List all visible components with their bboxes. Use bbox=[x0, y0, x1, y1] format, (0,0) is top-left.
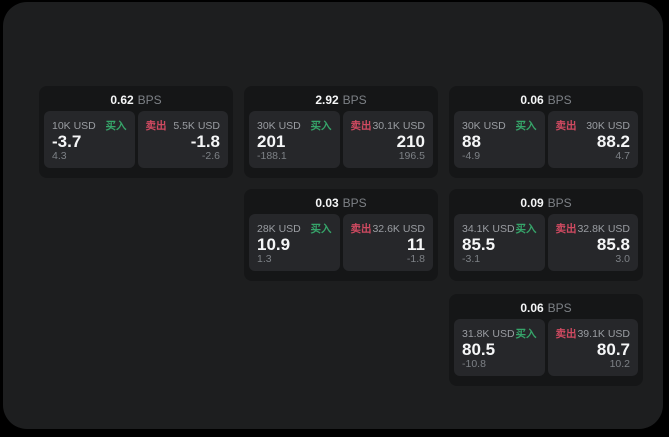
sell-price: 80.7 bbox=[596, 340, 630, 359]
buy-price: 80.5 bbox=[462, 340, 496, 359]
bps-header: 0.03 BPS bbox=[244, 189, 438, 214]
sell-panel[interactable]: 卖出 32.8K USD 85.8 3.0 bbox=[547, 214, 638, 271]
sell-sub-value: -1.8 bbox=[406, 253, 425, 265]
sell-amount: 30K USD bbox=[586, 119, 630, 132]
sell-price: 88.2 bbox=[596, 132, 630, 151]
bps-header: 2.92 BPS bbox=[244, 86, 438, 111]
sell-label[interactable]: 卖出 bbox=[145, 120, 167, 132]
sell-amount: 39.1K USD bbox=[577, 327, 630, 340]
buy-panel[interactable]: 31.8K USD 买入 80.5 -10.8 bbox=[454, 319, 545, 376]
sell-label[interactable]: 卖出 bbox=[555, 328, 577, 340]
bps-value: 0.03 bbox=[315, 196, 339, 210]
buy-label[interactable]: 买入 bbox=[515, 223, 537, 235]
sell-label[interactable]: 卖出 bbox=[350, 120, 372, 132]
sell-label[interactable]: 卖出 bbox=[350, 223, 372, 235]
buy-amount: 30K USD bbox=[257, 119, 301, 132]
buy-panel[interactable]: 30K USD 买入 88 -4.9 bbox=[454, 111, 545, 168]
buy-price: 201 bbox=[257, 132, 286, 151]
bps-unit-label: BPS bbox=[547, 301, 572, 315]
buy-panel[interactable]: 10K USD 买入 -3.7 4.3 bbox=[44, 111, 135, 168]
sell-label[interactable]: 卖出 bbox=[555, 120, 577, 132]
bps-value: 0.06 bbox=[520, 93, 544, 107]
buy-sub-value: -4.9 bbox=[462, 150, 481, 162]
bps-value: 0.62 bbox=[110, 93, 134, 107]
sell-label[interactable]: 卖出 bbox=[555, 223, 577, 235]
buy-amount: 34.1K USD bbox=[462, 222, 515, 235]
sell-panel[interactable]: 卖出 39.1K USD 80.7 10.2 bbox=[547, 319, 638, 376]
sell-price: 210 bbox=[396, 132, 425, 151]
sell-amount: 5.5K USD bbox=[173, 119, 220, 132]
sell-amount: 30.1K USD bbox=[372, 119, 425, 132]
buy-label[interactable]: 买入 bbox=[515, 328, 537, 340]
sell-price: 11 bbox=[407, 235, 425, 254]
sell-panel[interactable]: 卖出 30.1K USD 210 196.5 bbox=[342, 111, 433, 168]
bps-unit-label: BPS bbox=[342, 93, 367, 107]
buy-price: 88 bbox=[462, 132, 481, 151]
buy-amount: 30K USD bbox=[462, 119, 506, 132]
sell-sub-value: 4.7 bbox=[615, 150, 630, 162]
quote-card: 0.03 BPS 28K USD 买入 10.9 1.3 卖出 32.6K US… bbox=[244, 189, 438, 281]
sell-sub-value: -2.6 bbox=[201, 150, 220, 162]
buy-panel[interactable]: 30K USD 买入 201 -188.1 bbox=[249, 111, 340, 168]
sell-amount: 32.8K USD bbox=[577, 222, 630, 235]
bps-header: 0.06 BPS bbox=[449, 86, 643, 111]
buy-sub-value: 1.3 bbox=[257, 253, 272, 265]
sell-panel[interactable]: 卖出 30K USD 88.2 4.7 bbox=[547, 111, 638, 168]
bps-unit-label: BPS bbox=[547, 93, 572, 107]
bps-value: 2.92 bbox=[315, 93, 339, 107]
quote-card: 0.06 BPS 31.8K USD 买入 80.5 -10.8 卖出 39.1… bbox=[449, 294, 643, 386]
quote-card: 2.92 BPS 30K USD 买入 201 -188.1 卖出 30.1K … bbox=[244, 86, 438, 178]
buy-amount: 10K USD bbox=[52, 119, 96, 132]
bps-header: 0.06 BPS bbox=[449, 294, 643, 319]
quote-card: 0.62 BPS 10K USD 买入 -3.7 4.3 卖出 5.5K USD… bbox=[39, 86, 233, 178]
sell-price: -1.8 bbox=[190, 132, 220, 151]
buy-amount: 28K USD bbox=[257, 222, 301, 235]
buy-panel[interactable]: 34.1K USD 买入 85.5 -3.1 bbox=[454, 214, 545, 271]
buy-price: 85.5 bbox=[462, 235, 496, 254]
buy-amount: 31.8K USD bbox=[462, 327, 515, 340]
buy-label[interactable]: 买入 bbox=[515, 120, 537, 132]
buy-price: 10.9 bbox=[257, 235, 291, 254]
quote-card: 0.09 BPS 34.1K USD 买入 85.5 -3.1 卖出 32.8K… bbox=[449, 189, 643, 281]
sell-sub-value: 3.0 bbox=[615, 253, 630, 265]
buy-sub-value: -10.8 bbox=[462, 358, 486, 370]
sell-sub-value: 196.5 bbox=[398, 150, 425, 162]
quote-card: 0.06 BPS 30K USD 买入 88 -4.9 卖出 30K USD 8… bbox=[449, 86, 643, 178]
sell-panel[interactable]: 卖出 32.6K USD 11 -1.8 bbox=[342, 214, 433, 271]
buy-sub-value: -3.1 bbox=[462, 253, 481, 265]
buy-label[interactable]: 买入 bbox=[105, 120, 127, 132]
bps-unit-label: BPS bbox=[547, 196, 572, 210]
buy-label[interactable]: 买入 bbox=[310, 120, 332, 132]
buy-label[interactable]: 买入 bbox=[310, 223, 332, 235]
bps-value: 0.09 bbox=[520, 196, 544, 210]
bps-value: 0.06 bbox=[520, 301, 544, 315]
bps-unit-label: BPS bbox=[342, 196, 367, 210]
sell-price: 85.8 bbox=[596, 235, 630, 254]
buy-sub-value: 4.3 bbox=[52, 150, 67, 162]
buy-sub-value: -188.1 bbox=[257, 150, 287, 162]
bps-unit-label: BPS bbox=[137, 93, 162, 107]
sell-panel[interactable]: 卖出 5.5K USD -1.8 -2.6 bbox=[137, 111, 228, 168]
bps-header: 0.09 BPS bbox=[449, 189, 643, 214]
buy-price: -3.7 bbox=[52, 132, 82, 151]
bps-header: 0.62 BPS bbox=[39, 86, 233, 111]
sell-sub-value: 10.2 bbox=[609, 358, 630, 370]
buy-panel[interactable]: 28K USD 买入 10.9 1.3 bbox=[249, 214, 340, 271]
sell-amount: 32.6K USD bbox=[372, 222, 425, 235]
app-window: 0.62 BPS 10K USD 买入 -3.7 4.3 卖出 5.5K USD… bbox=[3, 2, 663, 429]
